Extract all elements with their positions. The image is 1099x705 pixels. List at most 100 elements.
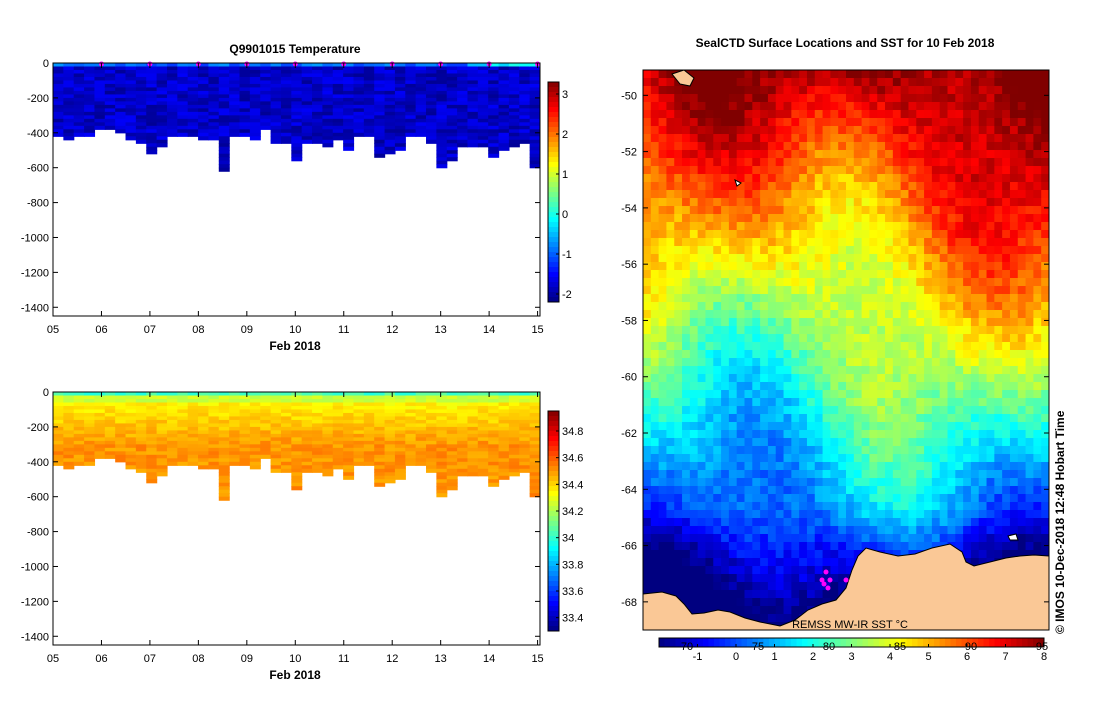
sst-cell bbox=[846, 254, 854, 263]
sst-cell bbox=[1041, 366, 1049, 375]
section-cell bbox=[353, 87, 364, 91]
section-cell bbox=[229, 413, 240, 417]
sst-cell bbox=[705, 334, 713, 343]
sst-cell bbox=[752, 70, 760, 79]
sst-cell bbox=[893, 166, 901, 175]
section-cell bbox=[219, 395, 230, 399]
sst-cell bbox=[721, 374, 729, 383]
section-cell bbox=[488, 84, 499, 88]
sst-cell bbox=[729, 430, 737, 439]
section-cell bbox=[426, 77, 437, 81]
sst-cell bbox=[721, 262, 729, 271]
section-cell bbox=[177, 63, 188, 67]
section-cell bbox=[126, 133, 137, 137]
sst-cell bbox=[885, 238, 893, 247]
sst-cell bbox=[721, 406, 729, 415]
sst-cell bbox=[713, 134, 721, 143]
section-cell bbox=[416, 430, 427, 434]
section-cell bbox=[467, 77, 478, 81]
sst-cell bbox=[1026, 438, 1034, 447]
section-cell bbox=[53, 441, 64, 445]
section-cell bbox=[509, 416, 520, 420]
sst-cell bbox=[987, 110, 995, 119]
section-cell bbox=[281, 420, 292, 424]
section-cell bbox=[105, 112, 116, 116]
y-tick-label: -1000 bbox=[21, 232, 49, 244]
sst-cell bbox=[666, 342, 674, 351]
section-cell bbox=[322, 73, 333, 77]
section-cell bbox=[240, 399, 251, 403]
sst-cell bbox=[643, 398, 651, 407]
sst-cell bbox=[768, 174, 776, 183]
section-cell bbox=[488, 483, 499, 487]
colorbar-swatch bbox=[548, 252, 559, 258]
sst-cell bbox=[924, 350, 932, 359]
section-cell bbox=[219, 437, 230, 441]
section-cell bbox=[530, 143, 541, 147]
section-cell bbox=[364, 458, 375, 462]
section-cell bbox=[240, 66, 251, 70]
section-cell bbox=[94, 430, 105, 434]
sst-cell bbox=[916, 198, 924, 207]
section-cell bbox=[457, 402, 468, 406]
section-cell bbox=[499, 70, 510, 74]
sst-cell bbox=[955, 454, 963, 463]
section-cell bbox=[208, 451, 219, 455]
section-cell bbox=[353, 94, 364, 98]
section-cell bbox=[374, 147, 385, 151]
section-cell bbox=[157, 84, 168, 88]
sst-cell bbox=[838, 438, 846, 447]
sst-cell bbox=[838, 190, 846, 199]
section-cell bbox=[405, 423, 416, 427]
section-cell bbox=[322, 458, 333, 462]
section-cell bbox=[343, 402, 354, 406]
sst-cell bbox=[932, 318, 940, 327]
section-cell bbox=[260, 430, 271, 434]
sst-cell bbox=[924, 230, 932, 239]
section-cell bbox=[63, 87, 74, 91]
section-cell bbox=[322, 136, 333, 140]
sst-cell bbox=[877, 110, 885, 119]
sst-cell bbox=[713, 142, 721, 151]
section-cell bbox=[198, 399, 209, 403]
section-cell bbox=[416, 437, 427, 441]
sst-cell bbox=[1002, 214, 1010, 223]
sst-cell bbox=[643, 190, 651, 199]
section-cell bbox=[385, 133, 396, 137]
sst-cell bbox=[994, 398, 1002, 407]
section-cell bbox=[364, 84, 375, 88]
section-cell bbox=[426, 430, 437, 434]
sst-cell bbox=[674, 438, 682, 447]
sst-cell bbox=[791, 198, 799, 207]
sst-cell bbox=[768, 398, 776, 407]
section-cell bbox=[167, 94, 178, 98]
section-cell bbox=[84, 423, 95, 427]
section-cell bbox=[457, 84, 468, 88]
sst-cell bbox=[932, 190, 940, 199]
sst-cell bbox=[776, 86, 784, 95]
section-cell bbox=[488, 136, 499, 140]
sst-cell bbox=[1010, 294, 1018, 303]
section-cell bbox=[478, 420, 489, 424]
sst-cell bbox=[854, 230, 862, 239]
sst-cell bbox=[651, 78, 659, 87]
section-cell bbox=[74, 119, 85, 123]
section-cell bbox=[281, 434, 292, 438]
sst-cell bbox=[1026, 214, 1034, 223]
sst-cell bbox=[776, 430, 784, 439]
section-cell bbox=[208, 395, 219, 399]
sst-cell bbox=[784, 438, 792, 447]
sst-cell bbox=[737, 366, 745, 375]
sst-cell bbox=[745, 278, 753, 287]
section-cell bbox=[509, 70, 520, 74]
sst-cell bbox=[932, 350, 940, 359]
sst-cell bbox=[916, 430, 924, 439]
section-cell bbox=[291, 448, 302, 452]
sst-cell bbox=[854, 214, 862, 223]
sst-cell bbox=[916, 118, 924, 127]
section-cell bbox=[312, 129, 323, 133]
section-cell bbox=[478, 455, 489, 459]
section-cell bbox=[208, 441, 219, 445]
section-cell bbox=[322, 434, 333, 438]
sst-cell bbox=[963, 214, 971, 223]
